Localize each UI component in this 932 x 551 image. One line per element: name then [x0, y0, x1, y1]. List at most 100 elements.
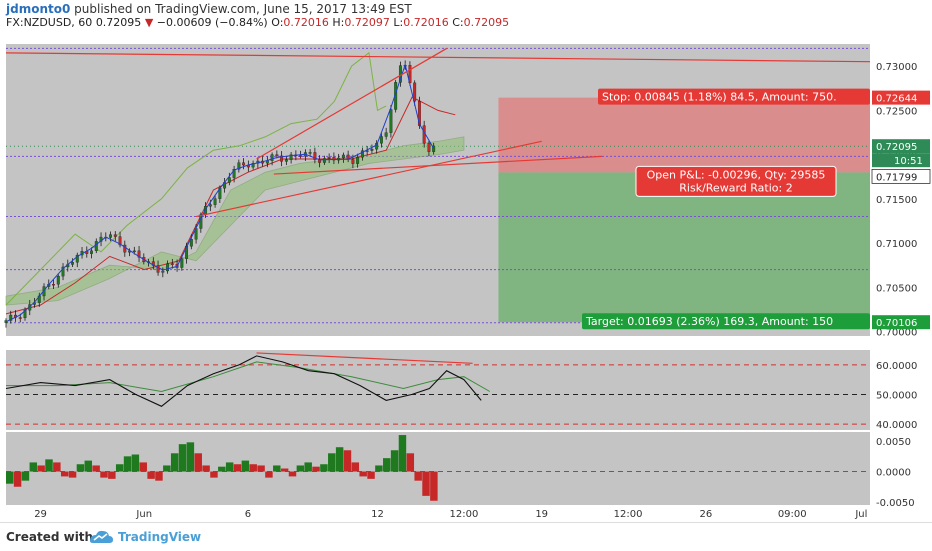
- trend-line-3: [273, 155, 603, 175]
- candle-body: [356, 157, 360, 164]
- candle-body: [90, 250, 93, 254]
- oscillator-bar: [320, 464, 328, 472]
- candle-body: [370, 148, 374, 151]
- high-label: H:: [332, 16, 345, 29]
- candle-body: [208, 204, 212, 207]
- open-value: 0.72016: [283, 16, 329, 29]
- last-price-tag-text: 0.72095: [876, 142, 917, 153]
- candle-body: [56, 275, 60, 285]
- target-label-text: Target: 0.01693 (2.36%) 169.3, Amount: 1…: [585, 315, 833, 328]
- trend-line-0: [5, 52, 871, 63]
- candle-body: [270, 154, 274, 161]
- candle-body: [389, 109, 393, 133]
- oscillator-bar: [92, 465, 100, 472]
- author-link[interactable]: jdmonto0: [6, 2, 71, 16]
- time-tick-label: 12:00: [450, 509, 479, 520]
- oscillator-bar: [257, 465, 265, 472]
- publish-line: jdmonto0 published on TradingView.com, J…: [6, 2, 412, 16]
- price-tick-label: 0.71000: [876, 239, 917, 250]
- candle-body: [384, 132, 388, 137]
- oscillator-bar: [131, 454, 140, 472]
- price-tick-label: 0.70000: [876, 328, 917, 339]
- candle-body: [413, 82, 417, 102]
- oscillator-bar: [178, 444, 187, 472]
- oscillator-bar: [335, 447, 344, 472]
- candle-body: [351, 159, 355, 164]
- oscillator-bar: [288, 471, 297, 477]
- candle-body: [427, 143, 431, 152]
- candle-body: [360, 150, 364, 158]
- oscillator-bar: [304, 462, 312, 472]
- rsi-panel[interactable]: 60.0000 50.0000 40.0000: [5, 350, 917, 431]
- candle-body: [132, 250, 136, 253]
- entry-price-tag-text: 0.71799: [876, 172, 917, 183]
- candle-body: [227, 177, 231, 183]
- candle-body: [432, 145, 436, 152]
- candle-body: [417, 100, 421, 126]
- symbol-line: FX:NZDUSD, 60 0.72095 ▼ −0.00609 (−0.84%…: [6, 16, 509, 29]
- time-axis[interactable]: 29 Jun 6 12 12:00 19 12:00 26 09:00 Jul: [34, 509, 867, 520]
- last-price-tag: 0.72095: [872, 139, 930, 154]
- candle-body: [322, 158, 326, 163]
- high-value: 0.72097: [344, 16, 390, 29]
- candle-body: [75, 254, 79, 263]
- rsi-divergence-line: [256, 352, 473, 364]
- time-tick-label: Jun: [135, 509, 152, 520]
- chikou-span-line: [5, 51, 387, 306]
- oscillator-bar: [225, 462, 234, 472]
- target-price-tag-bg: [872, 315, 930, 330]
- down-triangle-icon: ▼: [144, 16, 154, 29]
- created-with-text: Created with: [6, 530, 94, 544]
- price-tick-label: 0.72500: [876, 106, 917, 117]
- time-tick-label: Jul: [854, 509, 867, 520]
- candle-body: [313, 152, 317, 160]
- stop-label-bg: [598, 88, 870, 105]
- oscillator-panel-bg: [6, 432, 870, 505]
- close-label: C:: [452, 16, 464, 29]
- chart-canvas[interactable]: Stop: 0.00845 (1.18%) 84.5, Amount: 750.…: [0, 30, 932, 522]
- price-panel[interactable]: Stop: 0.00845 (1.18%) 84.5, Amount: 750.…: [4, 44, 931, 339]
- oscillator-panel[interactable]: 0.0050 0.0000 -0.0050: [6, 432, 915, 509]
- oscillator-bar: [139, 462, 147, 472]
- oscillator-bar: [29, 462, 38, 472]
- candle-body: [118, 236, 122, 246]
- oscillator-bar: [265, 471, 273, 478]
- oscillator-bar: [163, 465, 171, 472]
- oscillator-bar: [343, 450, 352, 472]
- candle-body: [237, 162, 241, 170]
- oscillator-bar: [6, 471, 14, 484]
- oscillator-bar: [383, 458, 391, 472]
- symbol-label: FX:NZDUSD, 60: [6, 16, 93, 29]
- candle-body: [137, 250, 141, 258]
- entry-price-tag-bg: [871, 168, 931, 184]
- oscillator-bar: [367, 471, 375, 479]
- candle-body: [232, 169, 236, 178]
- time-tick-label: 12: [371, 509, 384, 520]
- candle-body: [308, 152, 312, 154]
- countdown-tag-bg: [872, 153, 930, 168]
- close-value: 0.72095: [463, 16, 510, 29]
- oscillator-bar: [422, 471, 430, 496]
- oscillator-bar: [194, 453, 202, 472]
- price-tick-label: 0.73000: [876, 62, 917, 73]
- open-pnl-box-bg: [635, 165, 837, 197]
- candle-body: [9, 314, 13, 321]
- stop-label: Stop: 0.00845 (1.18%) 84.5, Amount: 750.: [598, 88, 870, 105]
- oscillator-bar: [390, 450, 399, 472]
- target-label-bg: [582, 313, 870, 330]
- tradingview-brand[interactable]: TradingView: [118, 530, 202, 544]
- oscillator-bar: [218, 466, 226, 472]
- oscillator-bar: [296, 465, 305, 472]
- candle-body: [180, 258, 184, 268]
- target-price-tag: 0.70106: [872, 315, 930, 330]
- oscillator-bar: [147, 471, 155, 479]
- oscillator-bar: [241, 460, 250, 472]
- candle-body: [94, 241, 98, 251]
- oscillator-bar: [186, 442, 195, 472]
- stop-loss-zone: [498, 97, 870, 173]
- target-label: Target: 0.01693 (2.36%) 169.3, Amount: 1…: [582, 313, 870, 330]
- price-tick-label: 0.70500: [876, 283, 917, 294]
- countdown-tag-text: 10:51: [894, 156, 923, 167]
- oscillator-bar: [280, 468, 289, 472]
- oscillator-bar: [100, 471, 108, 478]
